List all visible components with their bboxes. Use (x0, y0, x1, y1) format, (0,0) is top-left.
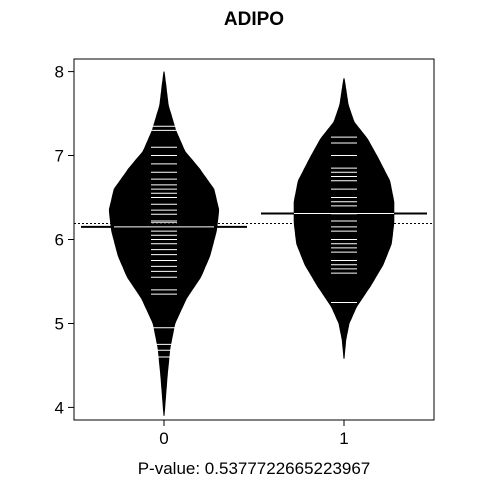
y-tick-label: 5 (55, 315, 64, 334)
y-axis: 4 5 6 7 8 (55, 63, 74, 418)
y-tick-label: 8 (55, 63, 64, 82)
y-tick-label: 4 (55, 398, 64, 417)
bean-shape-group-1 (294, 78, 394, 358)
chart-title: ADIPO (224, 9, 284, 30)
x-axis-caption: P-value: 0.5377722665223967 (138, 459, 371, 478)
y-tick-label: 6 (55, 231, 64, 250)
x-tick-label: 0 (159, 429, 168, 448)
x-tick-label: 1 (339, 429, 348, 448)
plot-content (81, 72, 427, 416)
y-tick-label: 7 (55, 147, 64, 166)
